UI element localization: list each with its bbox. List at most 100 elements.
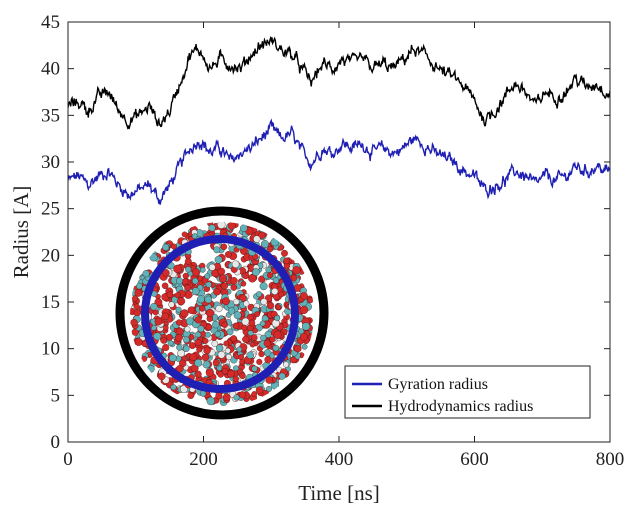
atom	[161, 282, 169, 290]
atom	[185, 266, 192, 273]
atom	[177, 297, 186, 306]
atom	[299, 332, 308, 341]
atom	[177, 349, 185, 358]
atom	[215, 344, 224, 352]
molecule-cluster-inset	[115, 206, 329, 420]
y-tick-label: 5	[51, 385, 61, 406]
atom	[170, 384, 177, 391]
atom	[272, 344, 280, 352]
atom	[162, 269, 170, 277]
atom	[251, 391, 258, 397]
atom	[230, 335, 237, 342]
atom	[150, 303, 158, 311]
atom	[206, 396, 215, 406]
atom	[153, 332, 162, 341]
atom	[281, 249, 288, 257]
atom	[241, 317, 250, 326]
atom	[240, 224, 248, 232]
atom	[197, 295, 205, 304]
y-axis-label: Radius [A]	[9, 186, 33, 279]
atom	[208, 263, 216, 271]
series-line-1	[68, 35, 610, 130]
atom	[253, 235, 261, 243]
atom	[194, 358, 203, 367]
atom	[183, 336, 190, 344]
atom	[239, 372, 246, 380]
atom	[299, 305, 309, 315]
atom	[278, 291, 285, 298]
atom	[307, 297, 314, 304]
atom	[175, 306, 182, 313]
atom	[134, 289, 143, 297]
atom	[233, 394, 240, 401]
atom	[205, 331, 211, 338]
atom	[249, 341, 256, 348]
atom	[157, 372, 166, 381]
x-tick-label: 400	[325, 449, 354, 470]
atom	[192, 268, 201, 277]
atom	[227, 369, 235, 378]
atom	[168, 301, 175, 308]
y-tick-label: 0	[51, 432, 61, 453]
atom	[258, 231, 266, 239]
atom	[130, 318, 138, 327]
atom	[213, 288, 221, 296]
y-tick-label: 10	[41, 339, 60, 360]
y-tick-label: 40	[41, 59, 60, 80]
atom	[301, 343, 308, 350]
atom	[154, 298, 163, 307]
atom	[170, 243, 177, 250]
atom	[283, 257, 290, 265]
atom	[194, 316, 202, 324]
y-tick-label: 20	[41, 245, 60, 266]
atom	[238, 391, 246, 399]
atom	[181, 231, 188, 238]
y-tick-label: 25	[41, 199, 60, 220]
atom	[175, 365, 184, 373]
atom	[184, 290, 193, 299]
atom	[180, 385, 188, 393]
atom	[265, 376, 273, 384]
atom	[175, 334, 183, 342]
atom	[273, 330, 282, 339]
atom	[205, 368, 214, 377]
atom	[176, 277, 183, 285]
atom	[160, 337, 167, 344]
atom	[224, 347, 231, 354]
series-line-0	[68, 118, 610, 205]
atom	[258, 350, 265, 358]
atom	[184, 326, 191, 333]
atom	[173, 264, 182, 274]
atom	[201, 353, 210, 362]
atom	[260, 334, 267, 342]
atom	[197, 325, 205, 333]
atom	[271, 287, 279, 295]
legend-label-hydrodynamics: Hydrodynamics radius	[388, 398, 533, 415]
atom	[254, 311, 261, 318]
atom	[194, 338, 202, 347]
atom	[217, 351, 226, 359]
atom	[189, 353, 198, 362]
atom	[194, 370, 202, 378]
atom	[224, 251, 232, 258]
atom	[136, 282, 143, 290]
x-tick-label: 800	[596, 449, 625, 470]
atom	[252, 327, 258, 334]
atom	[184, 257, 192, 265]
atom	[259, 282, 268, 291]
x-tick-label: 0	[63, 449, 73, 470]
atom	[215, 392, 223, 400]
atom	[232, 322, 240, 330]
legend-label-gyration: Gyration radius	[388, 376, 488, 393]
atom	[259, 320, 266, 327]
atom	[162, 243, 170, 251]
atom	[166, 291, 173, 298]
atom	[266, 301, 275, 310]
atom	[212, 359, 220, 367]
atom	[240, 280, 247, 287]
y-tick-label: 30	[41, 152, 60, 173]
atom	[230, 284, 238, 291]
atom	[272, 277, 280, 284]
y-tick-label: 35	[41, 105, 60, 126]
